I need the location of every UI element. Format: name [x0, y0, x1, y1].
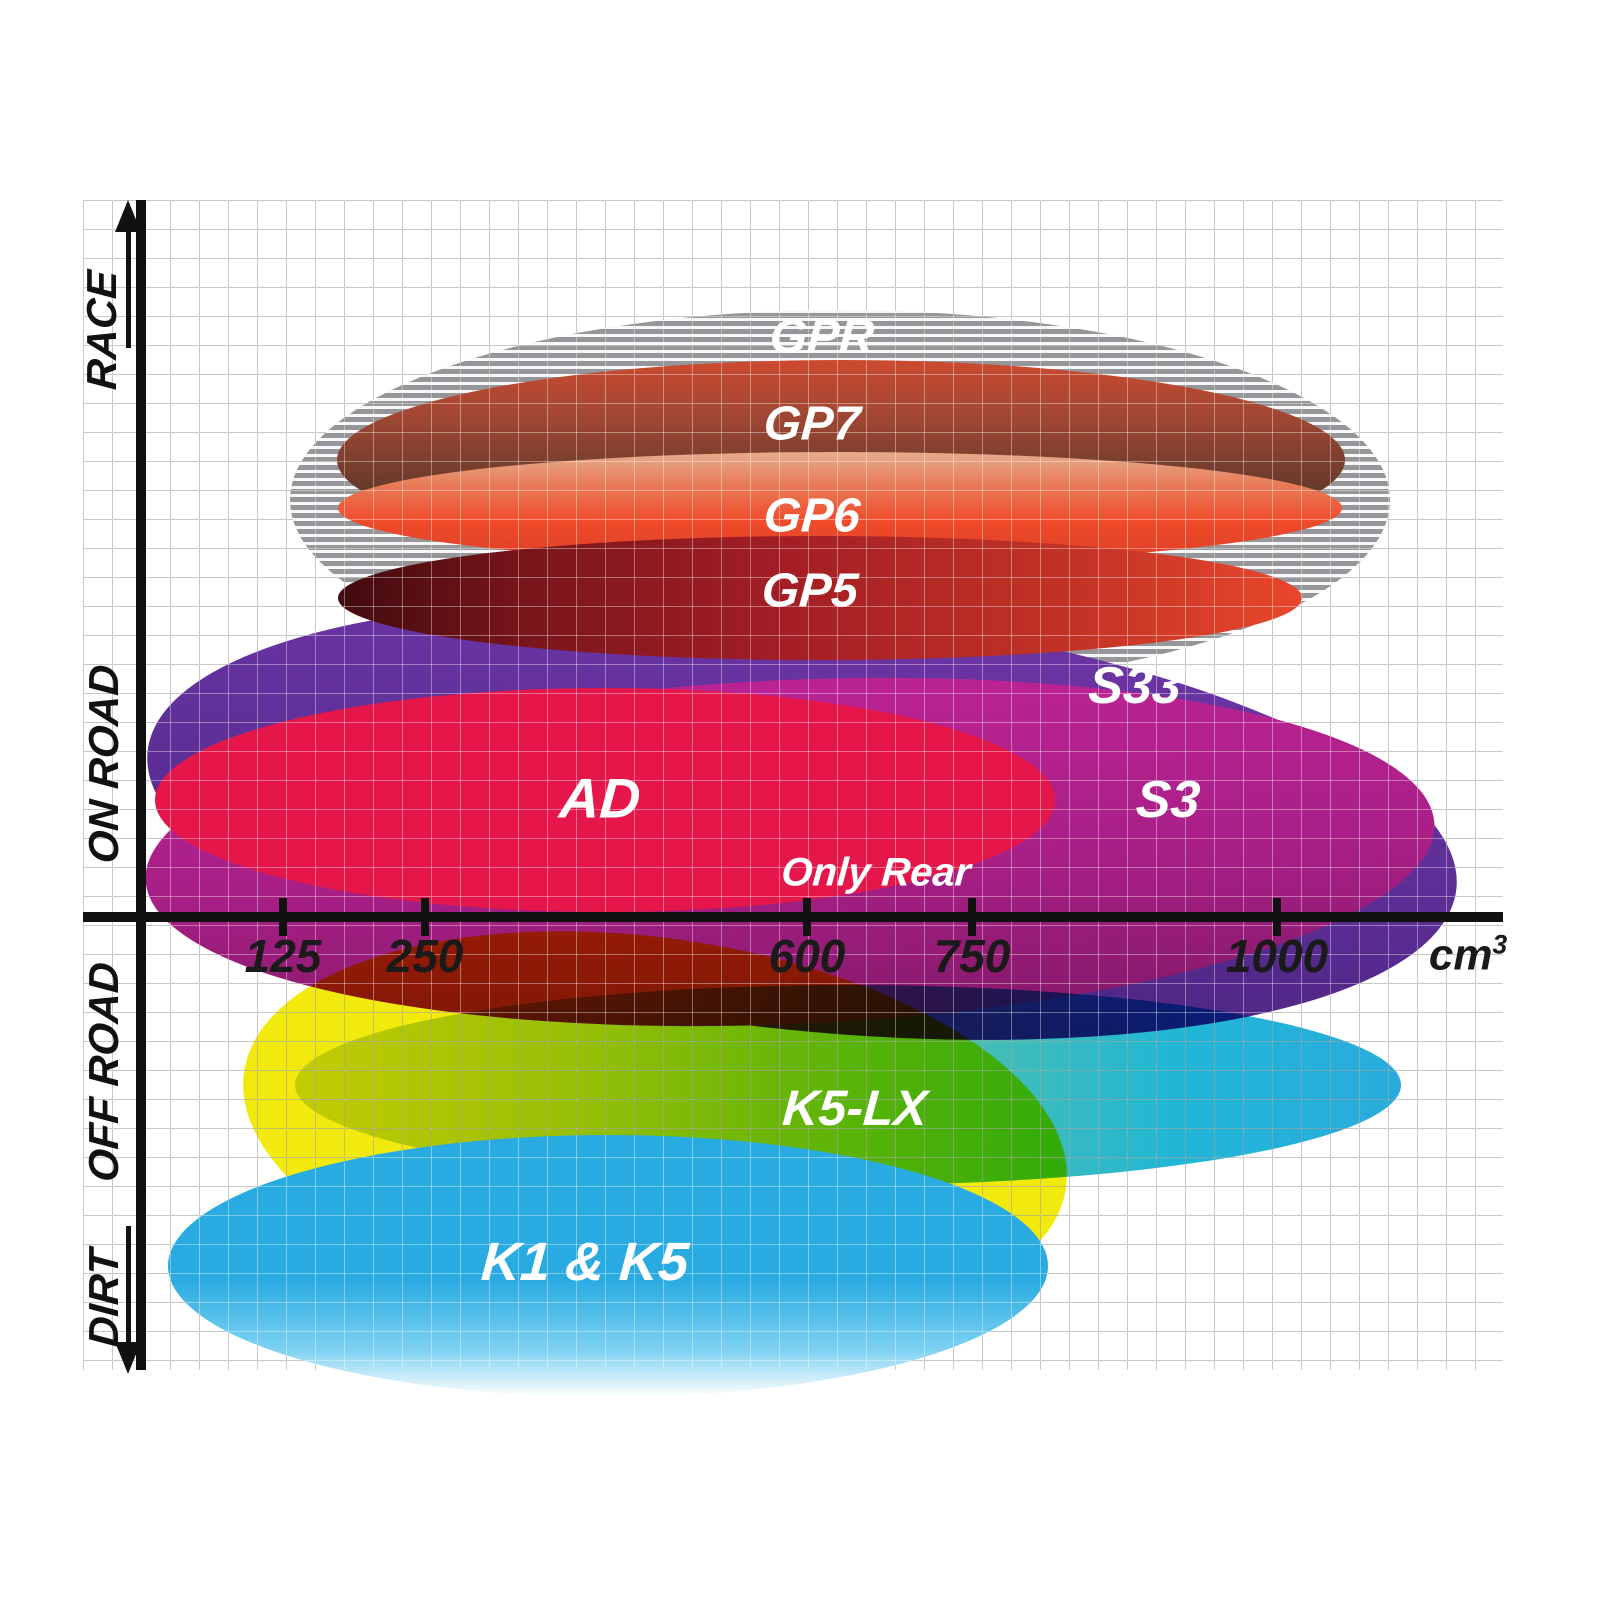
x-axis-tick-600: [803, 898, 811, 936]
x-axis-tick-750: [968, 898, 976, 936]
region-ad: [155, 688, 1055, 912]
axis-unit-label: cm3: [1429, 930, 1507, 981]
label-k1k5: K1 & K5: [479, 1232, 691, 1292]
band-label-race: RACE: [78, 268, 125, 392]
x-axis-tick-250: [421, 898, 429, 936]
band-label-off-road: OFF ROAD: [80, 960, 127, 1184]
band-label-on-road: ON ROAD: [80, 663, 127, 865]
label-gpr: GPR: [768, 310, 876, 364]
region-k1k5: [168, 1135, 1048, 1397]
arrow-up-icon: [115, 200, 141, 232]
unit-base: cm: [1428, 930, 1493, 980]
annotation-only-rear: Only Rear: [780, 850, 973, 895]
tick-label-1000: 1000: [1225, 930, 1329, 982]
tick-label-250: 250: [386, 930, 464, 982]
region-gp5: [338, 536, 1302, 660]
x-axis-line: [83, 912, 1503, 922]
arrow-down-icon: [115, 1342, 141, 1374]
x-axis-tick-1000: [1273, 898, 1281, 936]
label-s3: S3: [1134, 771, 1202, 829]
tick-label-600: 600: [768, 930, 846, 982]
band-label-dirt: DIRT: [80, 1247, 127, 1349]
label-gp5: GP5: [760, 564, 860, 618]
band-arrow-line-up: [126, 228, 131, 348]
unit-exponent: 3: [1492, 929, 1508, 960]
label-s33: S33: [1086, 657, 1184, 715]
tick-label-750: 750: [933, 930, 1011, 982]
y-axis-line: [136, 200, 146, 1370]
tick-label-125: 125: [244, 930, 322, 982]
label-k5lx: K5-LX: [780, 1080, 930, 1136]
label-ad: AD: [557, 766, 643, 830]
label-gp7: GP7: [762, 397, 862, 451]
label-gp6: GP6: [762, 489, 862, 543]
x-axis-tick-125: [279, 898, 287, 936]
band-arrow-line-down: [126, 1226, 131, 1346]
